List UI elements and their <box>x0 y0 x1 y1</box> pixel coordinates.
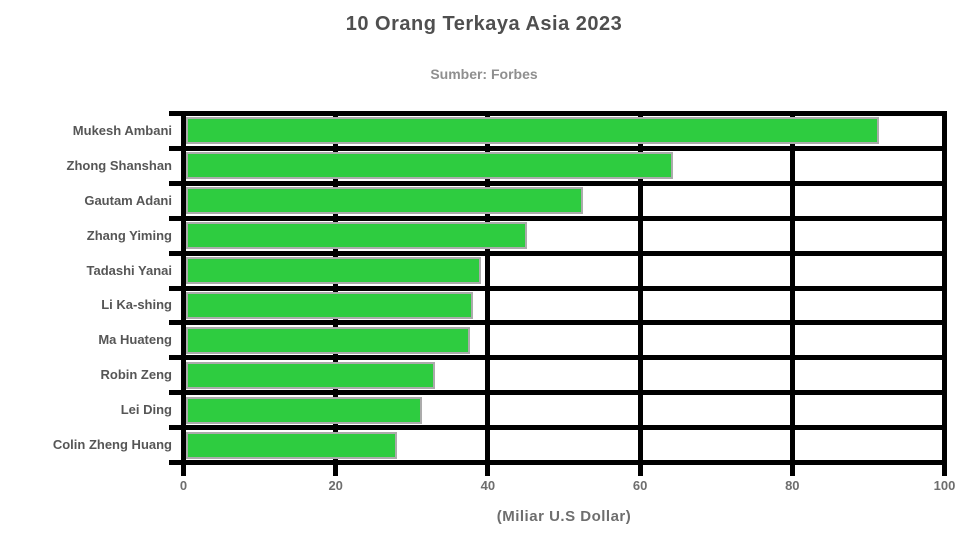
x-tick-label: 100 <box>933 478 956 493</box>
x-tick-label: 80 <box>785 478 800 493</box>
bar-ma-huateng <box>186 326 471 354</box>
plot-area <box>169 111 947 476</box>
row-separator <box>181 355 947 361</box>
x-tick-label: 60 <box>632 478 648 493</box>
x-tick-label: 20 <box>328 478 343 493</box>
x-tick <box>637 465 643 476</box>
y-axis-label: Li Ka-shing <box>101 297 172 313</box>
y-tick <box>169 215 181 221</box>
y-tick <box>169 425 181 431</box>
x-tick <box>789 465 795 476</box>
row-separator <box>181 285 947 291</box>
y-tick <box>169 285 181 291</box>
y-axis-label: Ma Huateng <box>98 332 172 348</box>
row-separator <box>181 145 947 151</box>
x-axis-title: (Miliar U.S Dollar) <box>496 508 632 525</box>
chart-subtitle: Sumber: Forbes <box>430 66 538 82</box>
y-axis-labels: Mukesh Ambani Zhong Shanshan Gautam Adani Z… <box>0 111 172 465</box>
y-tick <box>169 180 181 186</box>
bar-tadashi-yanai <box>186 257 482 285</box>
row-separator <box>181 180 947 186</box>
y-axis-label: Zhong Shanshan <box>66 157 172 173</box>
y-tick <box>169 460 181 465</box>
y-axis-label: Robin Zeng <box>100 367 173 383</box>
y-tick <box>169 355 181 361</box>
bar-colin-zheng-huang <box>186 431 398 459</box>
y-tick <box>169 250 181 256</box>
y-axis-label: Zhang Yiming <box>86 227 172 243</box>
row-separator <box>181 320 947 326</box>
x-tick-label: 0 <box>179 478 188 493</box>
y-tick <box>169 111 181 116</box>
bar-mukesh-ambani <box>186 117 880 145</box>
x-tick-label: 40 <box>480 478 496 493</box>
row-separator <box>181 215 947 221</box>
row-separator <box>181 250 947 256</box>
x-tick <box>485 465 491 476</box>
y-tick <box>169 390 181 396</box>
row-separator <box>181 425 947 431</box>
bar-zhang-yiming <box>186 222 528 250</box>
y-tick <box>169 320 181 326</box>
row-separator <box>181 390 947 396</box>
chart-title: 10 Orang Terkaya Asia 2023 <box>345 13 623 35</box>
bar-robin-zeng <box>186 361 435 389</box>
bar-zhong-shanshan <box>186 152 673 180</box>
y-tick <box>169 145 181 151</box>
bar-lei-ding <box>186 396 422 424</box>
y-axis-label: Gautam Adani <box>84 192 172 208</box>
y-axis-label: Tadashi Yanai <box>86 262 172 278</box>
y-axis-label: Mukesh Ambani <box>72 122 172 138</box>
bar-gautam-adani <box>186 187 584 215</box>
x-tick <box>942 465 947 476</box>
x-tick <box>181 465 186 476</box>
bar-li-ka-shing <box>186 291 473 319</box>
y-axis-label: Lei Ding <box>120 402 172 418</box>
x-axis-tick-labels: 0 20 40 60 80 100 <box>179 465 955 505</box>
y-axis-label: Colin Zheng Huang <box>52 437 172 453</box>
x-tick <box>333 465 339 476</box>
